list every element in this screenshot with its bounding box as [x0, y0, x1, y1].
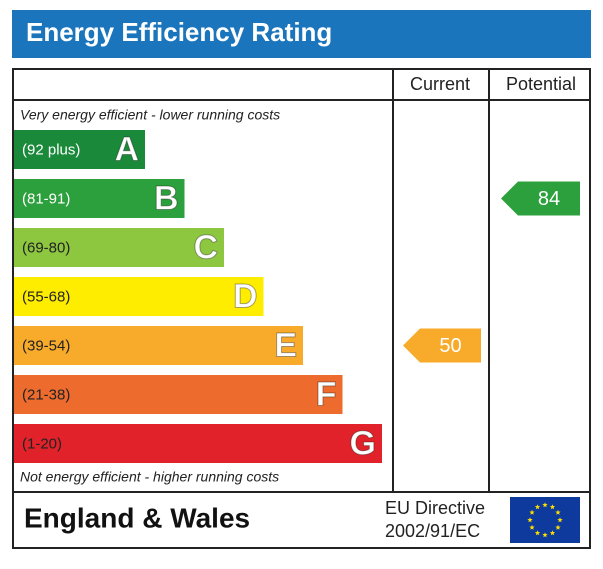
- star: [527, 517, 533, 523]
- directive: 2002/91/EC: [385, 521, 480, 541]
- star: [557, 517, 563, 523]
- region: England & Wales: [24, 502, 250, 533]
- rating-arrow: [501, 181, 580, 216]
- star: [549, 504, 556, 510]
- band-letter: E: [274, 326, 297, 364]
- star: [542, 532, 548, 538]
- band-range: (92 plus): [22, 141, 80, 158]
- band: [14, 228, 224, 267]
- rating-arrow: [403, 328, 481, 363]
- directive: EU Directive: [385, 498, 485, 518]
- column-header: Potential: [506, 74, 576, 94]
- star: [529, 524, 535, 530]
- band: [14, 326, 303, 365]
- band-range: (69-80): [22, 239, 70, 256]
- rating-value: 50: [439, 335, 461, 357]
- band: [14, 375, 343, 414]
- band-range: (81-91): [22, 190, 70, 207]
- band-range: (1-20): [22, 435, 62, 452]
- star: [555, 524, 561, 530]
- star: [542, 502, 548, 508]
- band-range: (21-38): [22, 386, 70, 403]
- band: [14, 424, 382, 463]
- band: [14, 130, 145, 169]
- bottom-note: Not energy efficient - higher running co…: [20, 469, 279, 485]
- band-letter: G: [350, 424, 376, 462]
- column-header: Current: [410, 74, 470, 94]
- frame: [12, 68, 591, 549]
- chart-title: Energy Efficiency Rating: [26, 17, 332, 47]
- band-letter: B: [154, 179, 179, 217]
- band-letter: A: [114, 130, 139, 168]
- top-note: Very energy efficient - lower running co…: [20, 107, 280, 123]
- rating-value: 84: [538, 188, 560, 210]
- star: [534, 504, 541, 510]
- star: [534, 530, 541, 536]
- star: [549, 530, 556, 536]
- band-range: (39-54): [22, 337, 70, 354]
- eu-stars: [527, 502, 563, 538]
- band-letter: F: [316, 375, 337, 413]
- band-range: (55-68): [22, 288, 70, 305]
- title-bar: [12, 10, 591, 58]
- band: [14, 277, 264, 316]
- star: [555, 509, 561, 515]
- band: [14, 179, 185, 218]
- star: [529, 509, 535, 515]
- band-letter: C: [193, 228, 218, 266]
- band-letter: D: [233, 277, 258, 315]
